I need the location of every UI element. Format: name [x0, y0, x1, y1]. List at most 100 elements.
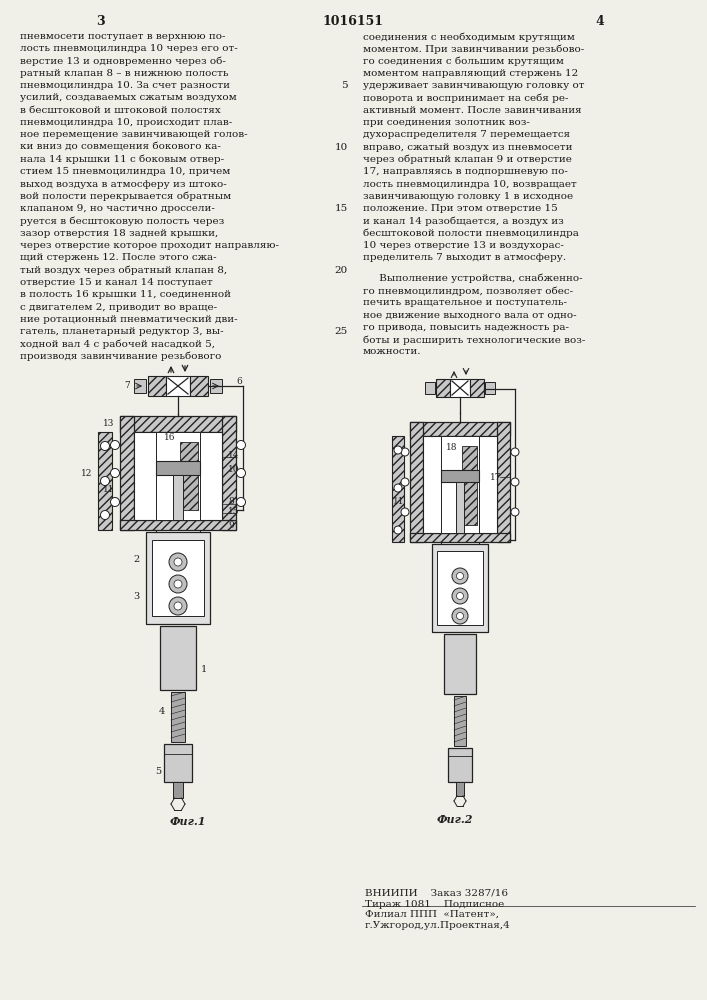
Bar — [448, 748, 472, 782]
Text: щий стержень 12. После этого сжа-: щий стержень 12. После этого сжа- — [20, 253, 216, 262]
Circle shape — [401, 448, 409, 456]
Text: и канал 14 разобщается, а воздух из: и канал 14 разобщается, а воздух из — [363, 217, 563, 226]
Text: клапаном 9, но частично дроссели-: клапаном 9, но частично дроссели- — [20, 204, 215, 213]
Bar — [441, 470, 479, 482]
Circle shape — [394, 526, 402, 534]
Text: 10 через отверстие 13 и воздухорас-: 10 через отверстие 13 и воздухорас- — [363, 241, 564, 250]
Bar — [423, 436, 497, 533]
Text: при соединения золотник воз-: при соединения золотник воз- — [363, 118, 530, 127]
Text: го пневмоцилиндром, позволяет обес-: го пневмоцилиндром, позволяет обес- — [363, 286, 573, 296]
Text: поворота и воспринимает на себя ре-: поворота и воспринимает на себя ре- — [363, 94, 568, 103]
Circle shape — [169, 553, 187, 571]
Bar — [410, 533, 510, 542]
Circle shape — [100, 477, 110, 486]
Text: лость пневмоцилиндра 10 через его от-: лость пневмоцилиндра 10 через его от- — [20, 44, 238, 53]
Text: стием 15 пневмоцилиндра 10, причем: стием 15 пневмоцилиндра 10, причем — [20, 167, 230, 176]
Text: 4: 4 — [159, 708, 165, 716]
Text: 13: 13 — [103, 420, 114, 428]
Circle shape — [511, 508, 519, 516]
Text: удерживает завинчивающую головку от: удерживает завинчивающую головку от — [363, 81, 585, 90]
Bar — [134, 379, 146, 393]
Text: 3: 3 — [134, 592, 140, 601]
Circle shape — [457, 592, 464, 599]
Text: Филиал ППП  «Патент»,: Филиал ППП «Патент», — [365, 910, 499, 919]
Circle shape — [401, 478, 409, 486]
Text: 25: 25 — [334, 327, 348, 336]
Text: печить вращательное и поступатель-: печить вращательное и поступатель- — [363, 298, 567, 307]
Text: духораспределителя 7 перемещается: духораспределителя 7 перемещается — [363, 130, 570, 139]
Text: лость пневмоцилиндра 10, возвращает: лость пневмоцилиндра 10, возвращает — [363, 180, 577, 189]
Circle shape — [100, 510, 110, 520]
Text: 1016151: 1016151 — [322, 15, 383, 28]
Text: ВНИИПИ    Заказ 3287/16: ВНИИПИ Заказ 3287/16 — [365, 888, 508, 897]
Text: 20: 20 — [334, 266, 348, 275]
Bar — [432, 544, 437, 632]
Text: 12: 12 — [81, 468, 92, 478]
Text: ное движение выходного вала от одно-: ное движение выходного вала от одно- — [363, 311, 577, 320]
Text: пневмоцилиндра 10, происходит плав-: пневмоцилиндра 10, происходит плав- — [20, 118, 233, 127]
Circle shape — [237, 497, 245, 506]
Bar — [454, 696, 466, 746]
Text: 2: 2 — [134, 555, 140, 564]
Text: ное перемещение завинчивающей голов-: ное перемещение завинчивающей голов- — [20, 130, 247, 139]
Text: боты и расширить технологические воз-: боты и расширить технологические воз- — [363, 335, 585, 345]
Circle shape — [237, 440, 245, 450]
Bar — [437, 551, 483, 625]
Text: ние ротационный пневматический дви-: ние ротационный пневматический дви- — [20, 315, 238, 324]
Bar — [166, 376, 190, 396]
Text: 14: 14 — [228, 450, 240, 460]
Text: г.Ужгород,ул.Проектная,4: г.Ужгород,ул.Проектная,4 — [365, 921, 510, 930]
Bar — [444, 634, 476, 694]
Bar — [120, 416, 134, 530]
Circle shape — [237, 468, 245, 478]
Text: ратный клапан 8 – в нижнюю полость: ратный клапан 8 – в нижнюю полость — [20, 69, 228, 78]
Text: положение. При этом отверстие 15: положение. При этом отверстие 15 — [363, 204, 558, 213]
Text: 11: 11 — [392, 497, 404, 506]
Circle shape — [169, 597, 187, 615]
Text: вой полости перекрывается обратным: вой полости перекрывается обратным — [20, 192, 231, 201]
Text: соединения с необходимым крутящим: соединения с необходимым крутящим — [363, 32, 575, 41]
Bar — [410, 422, 510, 436]
Bar — [148, 376, 166, 396]
Circle shape — [174, 558, 182, 566]
Text: ходной вал 4 с рабочей насадкой 5,: ходной вал 4 с рабочей насадкой 5, — [20, 340, 215, 349]
Bar — [156, 432, 200, 520]
Text: вправо, сжатый воздух из пневмосети: вправо, сжатый воздух из пневмосети — [363, 143, 573, 152]
Bar — [222, 416, 236, 530]
Bar — [134, 432, 222, 520]
Circle shape — [452, 588, 468, 604]
Bar — [456, 782, 464, 796]
Text: 1: 1 — [201, 666, 207, 674]
Circle shape — [394, 484, 402, 492]
Circle shape — [110, 468, 119, 478]
Bar — [98, 432, 112, 530]
Circle shape — [110, 497, 119, 506]
Text: Выполнение устройства, снабженно-: Выполнение устройства, снабженно- — [363, 274, 583, 283]
Text: 6: 6 — [236, 377, 242, 386]
Circle shape — [174, 602, 182, 610]
Bar — [497, 422, 510, 542]
Bar — [392, 436, 404, 542]
Circle shape — [110, 440, 119, 450]
Text: 5: 5 — [155, 768, 161, 776]
Circle shape — [457, 612, 464, 619]
Bar — [204, 532, 210, 624]
Text: верстие 13 и одновременно через об-: верстие 13 и одновременно через об- — [20, 57, 226, 66]
Bar — [171, 692, 185, 742]
Bar — [441, 436, 479, 533]
Text: Тираж 1081    Подписное: Тираж 1081 Подписное — [365, 900, 504, 909]
Text: Фиг.2: Фиг.2 — [437, 814, 473, 825]
Text: гатель, планетарный редуктор 3, вы-: гатель, планетарный редуктор 3, вы- — [20, 327, 223, 336]
Bar — [450, 379, 470, 397]
Circle shape — [452, 608, 468, 624]
Bar — [156, 461, 200, 475]
Text: 10: 10 — [228, 464, 240, 474]
Text: завинчивающую головку 1 в исходное: завинчивающую головку 1 в исходное — [363, 192, 573, 201]
Bar — [152, 540, 204, 616]
Text: 15: 15 — [334, 204, 348, 213]
Bar — [432, 544, 488, 632]
Circle shape — [100, 442, 110, 450]
Bar — [462, 446, 477, 525]
Text: нала 14 крышки 11 с боковым отвер-: нала 14 крышки 11 с боковым отвер- — [20, 155, 224, 164]
Text: руется в бесштоковую полость через: руется в бесштоковую полость через — [20, 217, 224, 226]
